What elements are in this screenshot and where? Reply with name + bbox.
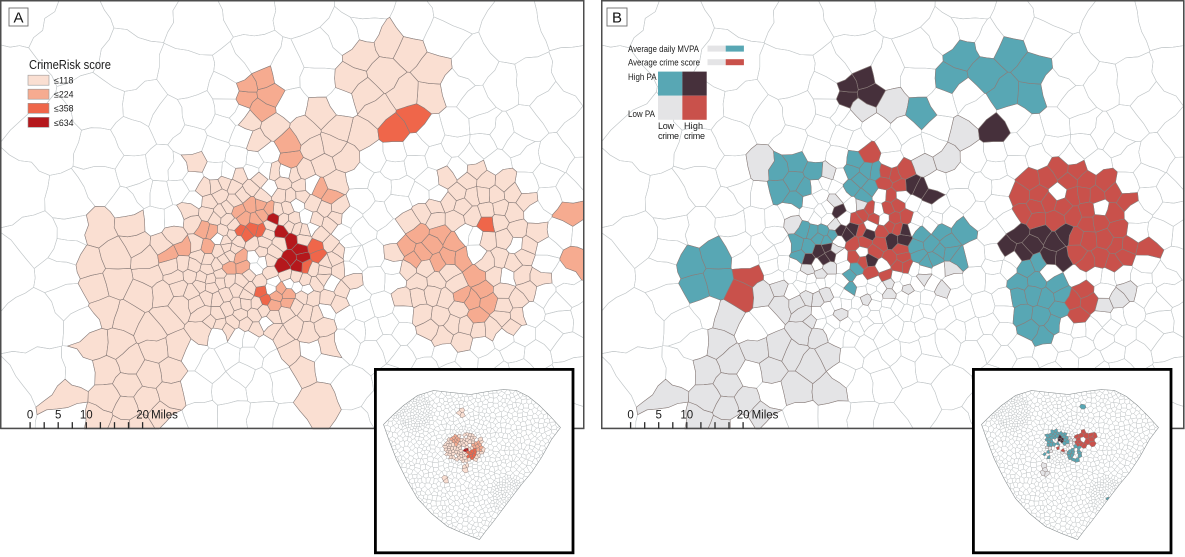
- svg-text:≤358: ≤358: [54, 104, 74, 114]
- svg-text:≤634: ≤634: [54, 118, 74, 128]
- svg-text:Average daily MVPA: Average daily MVPA: [628, 44, 699, 54]
- svg-text:Miles: Miles: [151, 410, 178, 422]
- svg-text:B: B: [612, 10, 622, 27]
- svg-text:A: A: [13, 10, 23, 27]
- svg-text:10: 10: [80, 410, 93, 422]
- svg-text:Miles: Miles: [752, 410, 779, 422]
- svg-text:0: 0: [627, 410, 633, 422]
- svg-text:≤118: ≤118: [54, 76, 74, 86]
- svg-text:High PA: High PA: [628, 72, 657, 82]
- svg-text:20: 20: [737, 410, 750, 422]
- svg-text:0: 0: [27, 410, 33, 422]
- svg-text:5: 5: [655, 410, 661, 422]
- svg-text:20: 20: [136, 410, 149, 422]
- svg-text:Low: Low: [658, 121, 675, 131]
- svg-text:crime: crime: [684, 131, 705, 141]
- svg-text:CrimeRisk score: CrimeRisk score: [29, 58, 111, 72]
- svg-text:High: High: [684, 121, 703, 131]
- svg-text:10: 10: [680, 410, 693, 422]
- svg-text:Average crime score: Average crime score: [628, 58, 700, 68]
- svg-text:Low PA: Low PA: [628, 109, 655, 119]
- svg-text:≤224: ≤224: [54, 90, 74, 100]
- svg-text:5: 5: [55, 410, 61, 422]
- svg-text:crime: crime: [658, 131, 679, 141]
